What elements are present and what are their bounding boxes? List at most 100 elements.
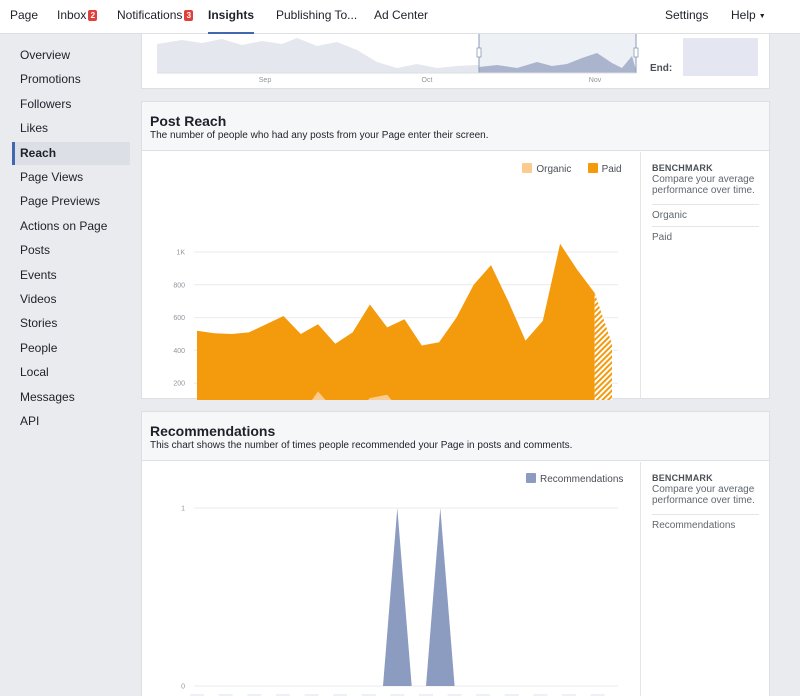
recommendations-title: Recommendations — [150, 423, 276, 439]
y-tick-label: 800 — [173, 282, 185, 289]
range-handle-grip-left — [476, 47, 482, 58]
sidebar-item-likes[interactable]: Likes — [20, 121, 49, 136]
sidebar-item-promotions[interactable]: Promotions — [20, 72, 81, 87]
x-tick-label — [533, 694, 548, 696]
series-area-partial-paid[interactable] — [594, 293, 612, 400]
y-tick-label: 0 — [181, 684, 185, 691]
sidebar-item-actions-on-page[interactable]: Actions on Page — [20, 218, 108, 233]
chevron-down-icon: ▼ — [758, 13, 766, 20]
sidebar-item-videos[interactable]: Videos — [20, 292, 57, 306]
range-month-label: Nov — [589, 77, 602, 84]
legend-item-paid[interactable]: Paid — [587, 163, 622, 175]
benchmark-row-paid[interactable]: Paid — [652, 226, 759, 243]
range-handle-grip-right — [633, 47, 639, 58]
legend-item-recommendations[interactable]: Recommendations — [526, 473, 623, 485]
benchmark-description: Compare your average performance over ti… — [652, 484, 755, 506]
x-tick-label — [476, 694, 491, 696]
notification-count-badge: 3 — [184, 10, 194, 21]
recommendations-header: Recommendations This chart shows the num… — [142, 412, 769, 461]
benchmark-row-organic[interactable]: Organic — [652, 204, 759, 221]
x-tick-label — [390, 694, 405, 696]
post-reach-header: Post Reach The number of people who had … — [142, 102, 769, 151]
sidebar-item-page-previews[interactable]: Page Previews — [20, 194, 101, 209]
sidebar-item-posts[interactable]: Posts — [20, 243, 51, 258]
sidebar-item-api[interactable]: API — [20, 414, 40, 428]
nav-tab-label: Publishing To... — [276, 8, 358, 22]
sidebar-item-messages[interactable]: Messages — [20, 389, 75, 404]
post-reach-title: Post Reach — [150, 113, 227, 129]
x-tick-label — [447, 694, 462, 696]
range-month-label: Sep — [259, 77, 272, 84]
y-tick-label: 600 — [173, 315, 185, 322]
y-tick-label: 400 — [173, 348, 185, 355]
legend-label: Organic — [536, 164, 572, 175]
sidebar-item-page-views[interactable]: Page Views — [20, 170, 84, 184]
benchmark-title: BENCHMARK — [652, 163, 713, 173]
nav-tab-label: Inbox — [57, 8, 87, 22]
post-reach-panel: Post Reach The number of people who had … — [141, 101, 770, 400]
recommendations-chart[interactable]: 01 — [142, 462, 640, 696]
series-area-paid[interactable] — [197, 243, 595, 400]
benchmark-description: Compare your average performance over ti… — [652, 174, 755, 196]
notification-count-badge: 2 — [88, 10, 98, 21]
y-tick-label: 200 — [173, 381, 185, 388]
sidebar-item-overview[interactable]: Overview — [20, 48, 71, 62]
help-label: Help — [731, 8, 756, 22]
range-area-selected — [479, 53, 636, 73]
nav-tab-label: Insights — [208, 8, 255, 22]
x-tick-label — [418, 694, 433, 696]
x-tick-label — [247, 694, 262, 696]
end-date-value — [683, 38, 758, 76]
post-reach-subtitle: The number of people who had any posts f… — [150, 130, 489, 141]
legend-swatch — [587, 163, 598, 173]
y-tick-label: 1 — [181, 506, 185, 513]
recommendations-panel: Recommendations This chart shows the num… — [141, 411, 770, 696]
sidebar-item-people[interactable]: People — [20, 340, 58, 355]
legend-item-organic[interactable]: Organic — [522, 163, 571, 175]
nav-tab-label: Page — [10, 8, 39, 22]
settings-link[interactable]: Settings — [665, 8, 709, 22]
series-area-recommendations[interactable] — [197, 508, 612, 686]
benchmark-row-recommendations[interactable]: Recommendations — [652, 514, 759, 531]
series-area-organic[interactable] — [197, 391, 595, 400]
x-tick-label — [504, 694, 519, 696]
nav-tab-publishing-to[interactable]: Publishing To... — [276, 0, 357, 34]
help-menu[interactable]: Help ▼ — [731, 0, 766, 34]
x-tick-label — [590, 694, 605, 696]
legend-label: Recommendations — [540, 474, 624, 485]
nav-tab-ad-center[interactable]: Ad Center — [374, 0, 428, 34]
legend-label: Paid — [601, 164, 622, 175]
x-tick-label — [190, 694, 204, 696]
post-reach-benchmark: BENCHMARK Compare your average performan… — [640, 152, 769, 399]
nav-tab-page[interactable]: Page — [10, 0, 38, 34]
date-range-chart[interactable]: Sep Oct Nov — [142, 34, 769, 89]
nav-tab-notifications[interactable]: Notifications 3 — [117, 0, 194, 34]
y-tick-label: 1K — [176, 250, 185, 257]
post-reach-chart[interactable]: 02004006008001K — [142, 152, 640, 400]
sidebar-item-local[interactable]: Local — [20, 365, 49, 380]
x-tick-label — [333, 694, 348, 696]
legend-swatch — [522, 163, 533, 173]
range-month-label: Oct — [422, 77, 433, 84]
sidebar-item-reach[interactable]: Reach — [12, 141, 130, 165]
x-tick-label — [361, 694, 376, 696]
recommendations-subtitle: This chart shows the number of times peo… — [150, 440, 573, 451]
top-navigation: Page Inbox 2 Notifications 3 Insights Publishi… — [0, 0, 800, 34]
nav-tab-label: Ad Center — [374, 8, 429, 22]
end-date-label: End: — [650, 63, 673, 74]
nav-tab-label: Notifications — [117, 8, 183, 22]
sidebar-item-followers[interactable]: Followers — [20, 96, 72, 111]
benchmark-title: BENCHMARK — [652, 473, 713, 483]
date-range-panel: Sep Oct Nov End: — [141, 34, 770, 89]
x-tick-label — [275, 694, 290, 696]
nav-tab-inbox[interactable]: Inbox 2 — [57, 0, 98, 34]
x-tick-label — [218, 694, 233, 696]
range-area-full — [157, 38, 579, 73]
x-tick-label — [562, 694, 577, 696]
x-tick-label — [304, 694, 319, 696]
sidebar-item-events[interactable]: Events — [20, 267, 57, 282]
nav-tab-insights[interactable]: Insights — [208, 0, 255, 34]
legend-swatch — [526, 473, 536, 483]
sidebar-item-stories[interactable]: Stories — [20, 316, 58, 331]
recommendations-benchmark: BENCHMARK Compare your average performan… — [640, 462, 769, 696]
